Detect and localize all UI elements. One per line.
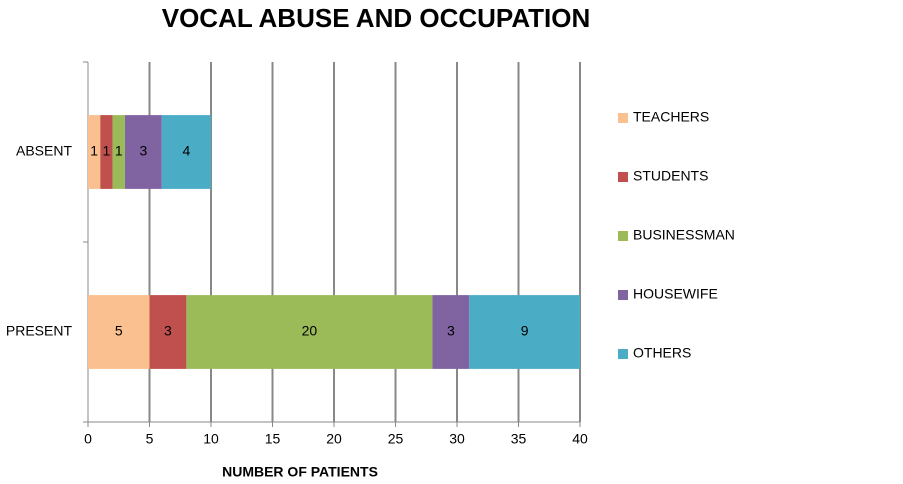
chart-title: VOCAL ABUSE AND OCCUPATION [162, 3, 591, 33]
legend-label: TEACHERS [633, 109, 709, 125]
bar-segment [100, 115, 113, 189]
legend-swatch [618, 172, 628, 182]
bar-segment [469, 295, 580, 369]
bar-segment [161, 115, 211, 189]
legend-label: STUDENTS [633, 168, 708, 184]
data-label: 5 [115, 323, 123, 339]
data-label: 1 [103, 143, 111, 159]
x-tick-label: 40 [572, 431, 588, 447]
x-tick-label: 35 [511, 431, 527, 447]
legend-label: OTHERS [633, 345, 691, 361]
legend-swatch [618, 113, 628, 123]
data-label: 9 [521, 323, 529, 339]
legend-label: HOUSEWIFE [633, 286, 718, 302]
bar-segment [88, 115, 101, 189]
data-label: 1 [90, 143, 98, 159]
bar-segment [112, 115, 125, 189]
data-label: 3 [164, 323, 172, 339]
bar-segment [432, 295, 470, 369]
x-tick-label: 0 [84, 431, 92, 447]
data-label: 20 [302, 323, 318, 339]
bar-segment [186, 295, 433, 369]
legend-swatch [618, 290, 628, 300]
x-tick-label: 5 [146, 431, 154, 447]
legend-label: BUSINESSMAN [633, 227, 735, 243]
data-label: 4 [183, 143, 191, 159]
x-tick-label: 15 [265, 431, 281, 447]
y-tick-label: ABSENT [16, 143, 72, 159]
x-tick-label: 10 [203, 431, 219, 447]
legend-swatch [618, 349, 628, 359]
x-tick-label: 30 [449, 431, 465, 447]
x-axis-title: NUMBER OF PATIENTS [222, 464, 378, 480]
bar-segment [88, 295, 150, 369]
legend-swatch [618, 231, 628, 241]
data-label: 3 [139, 143, 147, 159]
y-tick-label: PRESENT [6, 323, 73, 339]
data-label: 3 [447, 323, 455, 339]
x-tick-label: 20 [326, 431, 342, 447]
data-label: 1 [115, 143, 123, 159]
bar-segment [149, 295, 187, 369]
x-tick-label: 25 [388, 431, 404, 447]
bar-segment [124, 115, 162, 189]
